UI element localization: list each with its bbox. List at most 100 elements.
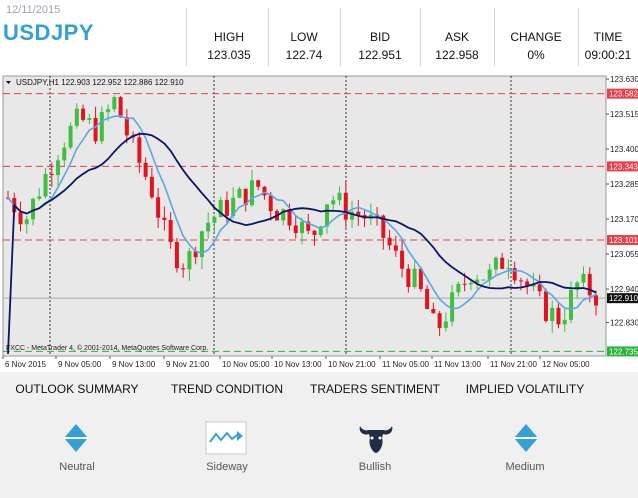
- candle-body: [456, 283, 461, 293]
- y-tick-label: 123.055: [610, 250, 638, 259]
- candle-body: [418, 268, 423, 289]
- candle-body: [531, 284, 536, 287]
- candle-body: [481, 279, 486, 281]
- stat-label: ASK: [444, 30, 469, 44]
- candle-body: [168, 220, 173, 242]
- candle-body: [18, 212, 23, 225]
- stat-low: LOW 122.74: [268, 0, 340, 70]
- price-level-label: 123.582: [609, 90, 638, 99]
- quote-date: 12/11/2015: [6, 4, 61, 16]
- candle-body: [425, 288, 430, 310]
- y-tick-label: 123.630: [610, 75, 638, 84]
- candle-body: [43, 173, 48, 197]
- candle-body: [543, 291, 548, 321]
- candle-body: [281, 209, 286, 221]
- candle-body: [387, 237, 392, 246]
- stat-label: TIME: [593, 30, 623, 44]
- x-tick-label: 6 Nov 2015: [5, 360, 46, 369]
- candle-body: [56, 160, 61, 176]
- candle-body: [468, 282, 473, 285]
- candle-body: [24, 219, 29, 225]
- x-tick-label: 10 Nov 21:00: [328, 360, 376, 369]
- candle-body: [518, 280, 523, 282]
- price-level-label: 122.735: [609, 347, 638, 356]
- current-price-tag: [607, 293, 638, 304]
- candle-body: [568, 289, 573, 320]
- x-tick-label: 9 Nov 13:00: [112, 360, 156, 369]
- stat-value: 122.958: [435, 48, 479, 62]
- implied-volatility-value: Medium: [505, 461, 545, 473]
- candle-body: [562, 319, 567, 325]
- current-price-label: 122.910: [609, 294, 638, 303]
- candle-body: [381, 215, 386, 238]
- candle-body: [525, 281, 530, 287]
- stat-value: 123.035: [207, 48, 251, 62]
- y-tick-label: 123.400: [610, 145, 638, 154]
- divider: [494, 8, 495, 66]
- candle-body: [393, 245, 398, 251]
- stat-ask: ASK 122.958: [420, 0, 494, 70]
- candle-body: [112, 97, 117, 110]
- candle-body: [256, 180, 261, 187]
- candle-body: [262, 186, 267, 196]
- x-tick-label: 9 Nov 21:00: [166, 360, 210, 369]
- outlook-summary-title: OUTLOOK SUMMARY: [15, 382, 139, 396]
- candle-body: [550, 307, 555, 321]
- trend-condition-title: TREND CONDITION: [171, 382, 283, 396]
- candle-body: [206, 222, 211, 232]
- x-tick-label: 10 Nov 05:00: [222, 360, 270, 369]
- candle-body: [462, 283, 467, 285]
- candle-body: [350, 211, 355, 220]
- candle-body: [74, 108, 79, 126]
- candle-body: [506, 268, 511, 270]
- candle-body: [300, 221, 304, 234]
- stat-high: HIGH 123.035: [190, 0, 268, 70]
- x-tick-label: 9 Nov 05:00: [58, 360, 102, 369]
- collapse-arrow-icon[interactable]: [6, 81, 11, 84]
- candlestick-chart[interactable]: 123.582 123.343 123.101 122.735 122.910 123.…: [0, 72, 638, 372]
- stat-value: 122.74: [285, 48, 323, 62]
- x-tick-label: 11 Nov 21:00: [490, 360, 538, 369]
- chart-info-title: USDJPY,H1 122.903 122.952 122.886 122.91…: [16, 78, 184, 87]
- candle-body: [193, 251, 198, 258]
- candle-body: [431, 309, 436, 314]
- sideway-trend-icon: [205, 421, 247, 455]
- candle-body: [99, 112, 104, 142]
- traders-sentiment-title: TRADERS SENTIMENT: [309, 382, 440, 396]
- candle-body: [331, 200, 336, 205]
- candle-body: [575, 282, 580, 290]
- price-level-label: 123.101: [609, 236, 638, 245]
- candle-body: [556, 307, 561, 325]
- candle-body: [93, 117, 98, 142]
- y-tick-label: 123.285: [610, 180, 638, 189]
- stat-value: 0%: [527, 48, 545, 62]
- candle-body: [356, 211, 361, 216]
- divider: [340, 8, 341, 66]
- candle-body: [443, 321, 448, 328]
- price-level-tag: [607, 235, 638, 246]
- price-level-label: 123.343: [609, 162, 638, 171]
- candle-body: [31, 198, 36, 220]
- analysis-panel: OUTLOOK SUMMARY TREND CONDITION TRADERS …: [0, 372, 638, 498]
- candle-body: [137, 137, 142, 163]
- candle-body: [118, 97, 123, 118]
- candle-body: [231, 197, 236, 216]
- candle-body: [181, 268, 186, 270]
- candle-body: [143, 162, 148, 177]
- candle-body: [49, 173, 54, 176]
- candle-body: [293, 225, 298, 234]
- y-tick-label: 122.940: [610, 285, 638, 294]
- candle-body: [37, 196, 42, 199]
- candle-body: [106, 109, 111, 113]
- fast-ma-line: [7, 114, 597, 310]
- price-chart[interactable]: 123.582 123.343 123.101 122.735 122.910 123.…: [0, 72, 638, 372]
- x-tick-label: 12 Nov 05:00: [542, 360, 590, 369]
- implied-volatility-title: IMPLIED VOLATILITY: [465, 382, 585, 396]
- candle-body: [343, 192, 348, 220]
- candle-body: [243, 188, 248, 206]
- symbol-title: USDJPY: [3, 20, 95, 45]
- candle-body: [149, 176, 154, 198]
- candle-body: [500, 257, 505, 269]
- medium-diamond-icon: [514, 424, 538, 452]
- candle-body: [68, 125, 73, 148]
